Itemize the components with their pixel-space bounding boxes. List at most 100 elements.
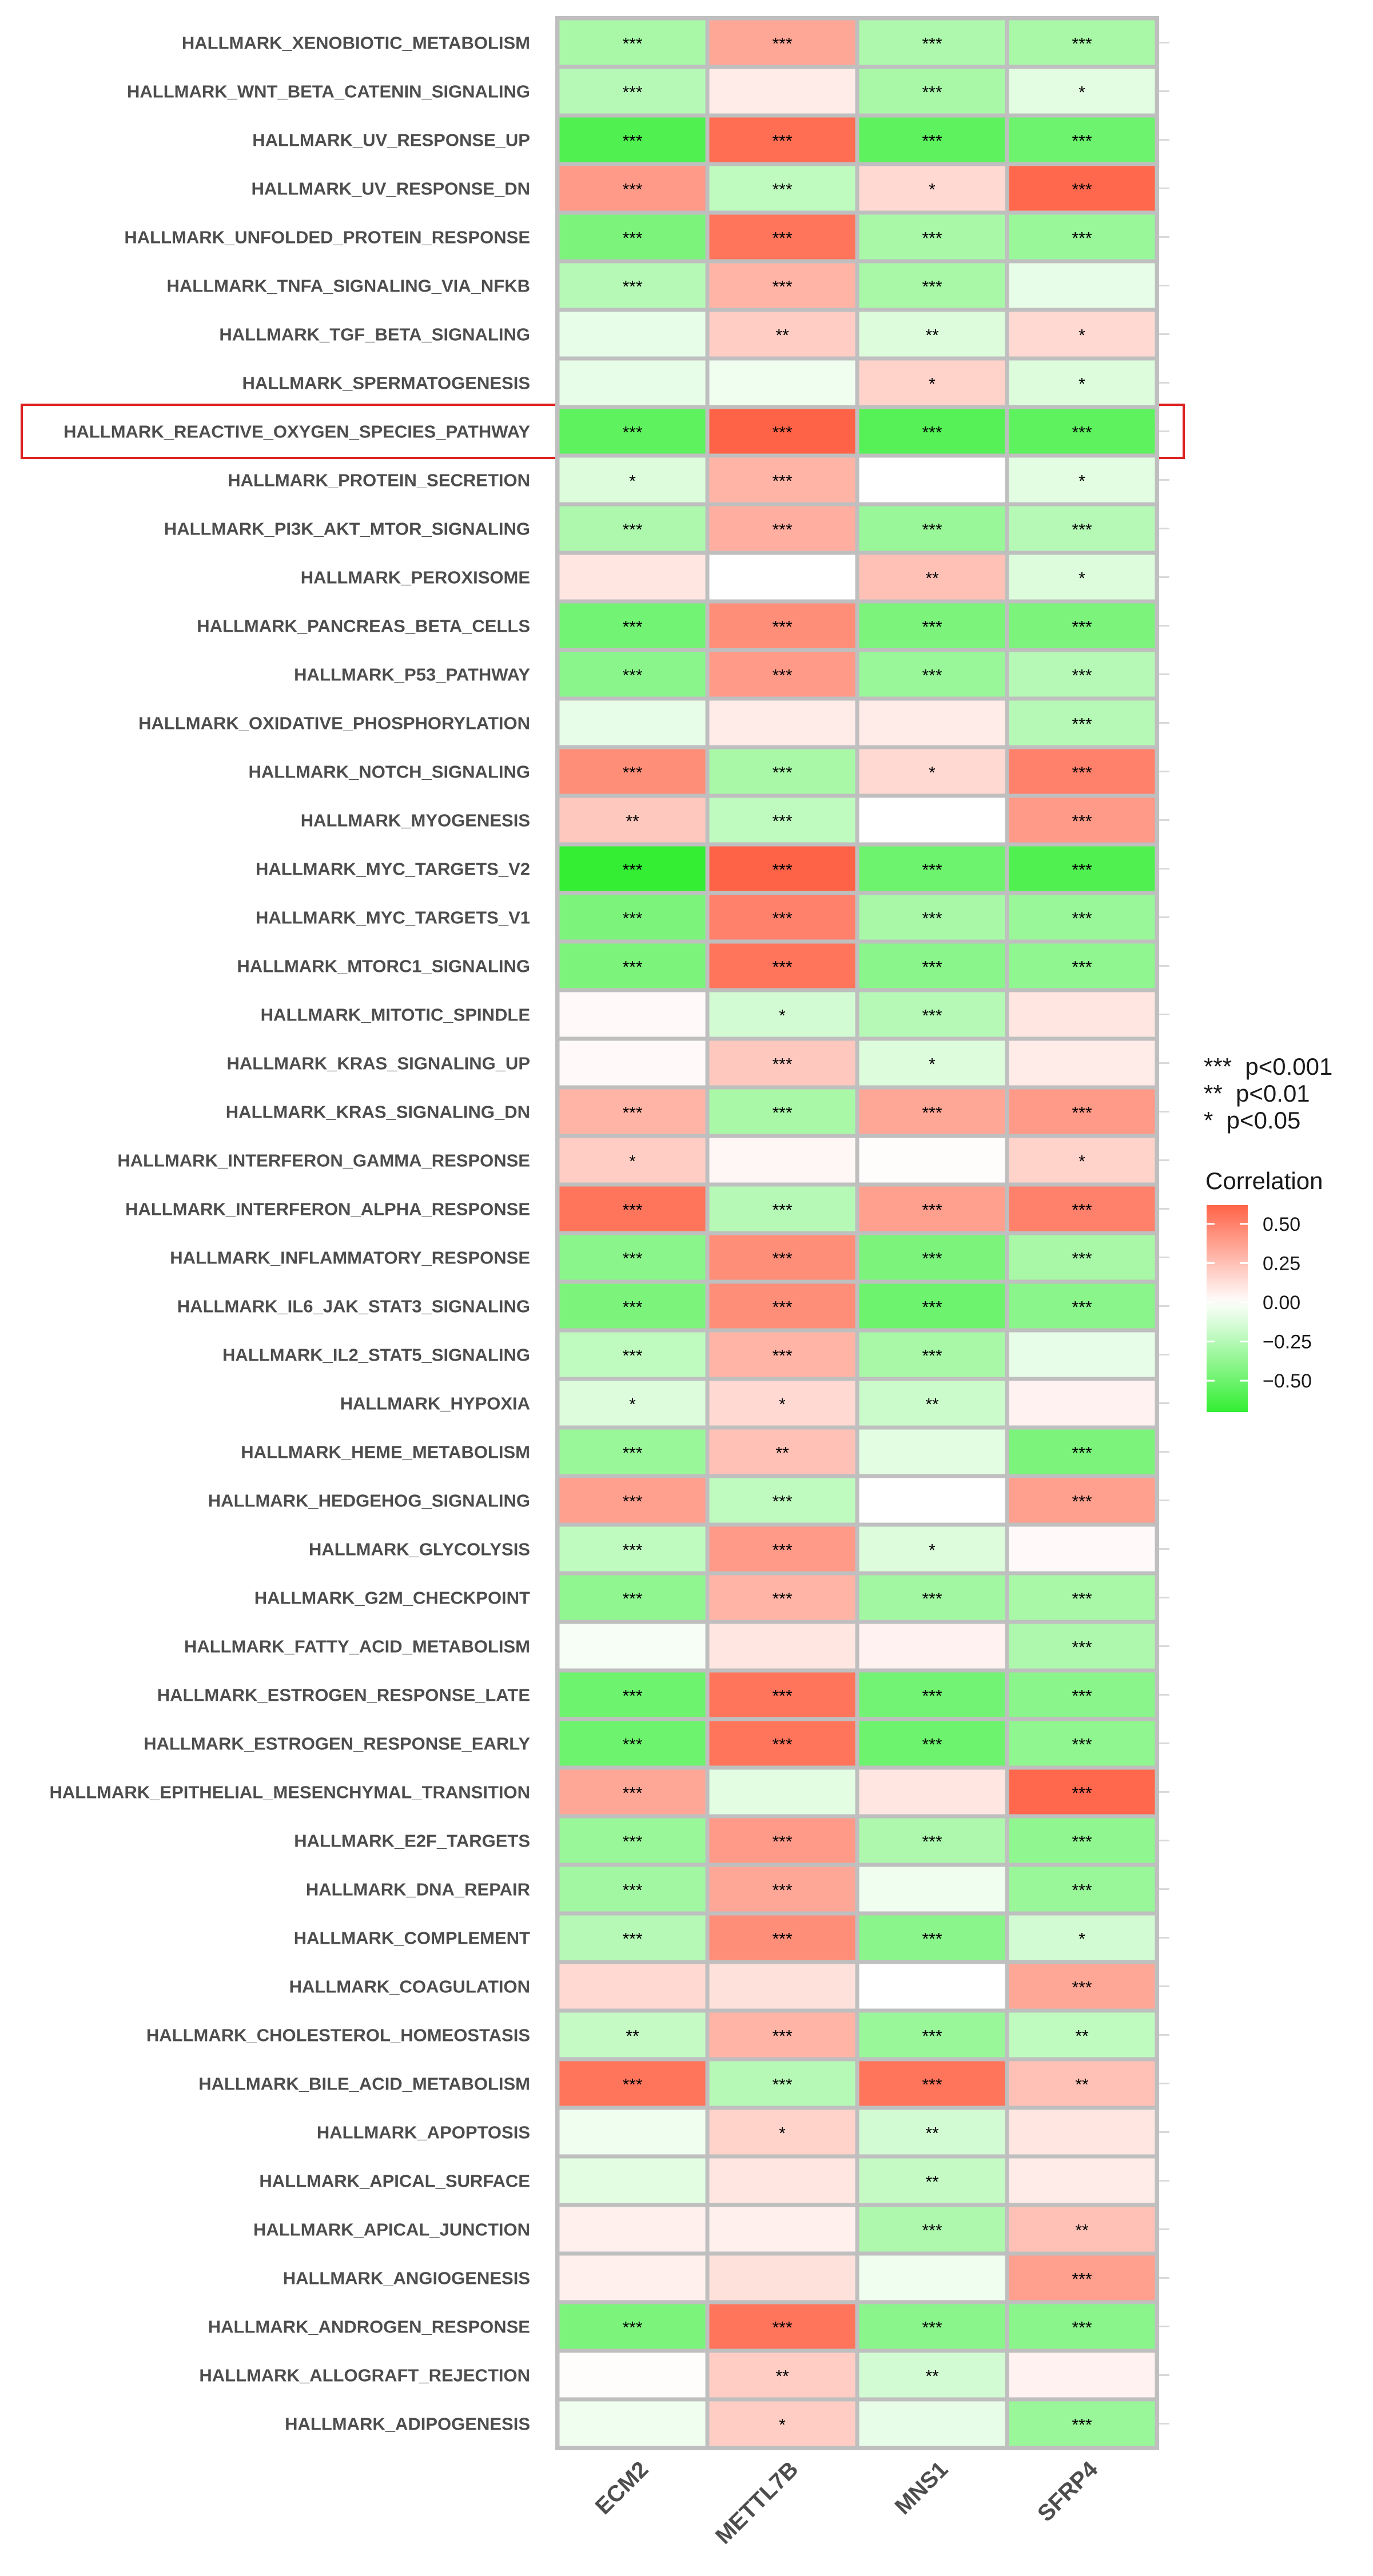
row-label: HALLMARK_ANGIOGENESIS: [283, 2268, 530, 2288]
heatmap-cell: [1005, 1085, 1159, 1138]
heatmap-cell: [555, 1620, 710, 1673]
significance-mark: ***: [1072, 1104, 1092, 1123]
significance-mark: ***: [622, 1104, 642, 1123]
heatmap-cell: [705, 599, 859, 652]
row-label: HALLMARK_MITOTIC_SPINDLE: [261, 1005, 530, 1025]
colorbar-tick-label: −0.50: [1263, 1370, 1312, 1392]
row-label: HALLMARK_TNFA_SIGNALING_VIA_NFKB: [166, 276, 530, 296]
significance-mark: ***: [772, 1881, 792, 1900]
heatmap-cell: [855, 1863, 1009, 1916]
significance-mark: ***: [772, 1250, 792, 1269]
heatmap-cell: [1005, 842, 1159, 895]
significance-mark: **: [925, 2173, 939, 2192]
significance-mark: ***: [622, 1541, 642, 1560]
significance-mark: ***: [1072, 764, 1092, 783]
significance-mark: ***: [1072, 1250, 1092, 1269]
significance-mark: ***: [772, 35, 792, 54]
row-label: HALLMARK_HYPOXIA: [340, 1394, 530, 1414]
significance-mark: *: [779, 1007, 786, 1026]
significance-mark: ***: [772, 1833, 792, 1852]
heatmap-cell: [855, 1571, 1009, 1624]
heatmap-cell: [855, 2057, 1009, 2110]
heatmap-cell: [555, 405, 710, 458]
heatmap-cell: [705, 2154, 859, 2207]
significance-legend-entry: ** p<0.01: [1204, 1080, 1310, 1107]
significance-mark: ***: [1072, 2270, 1092, 2289]
heatmap-cell: [1005, 2348, 1159, 2402]
row-label: HALLMARK_UV_RESPONSE_UP: [252, 130, 530, 150]
significance-mark: ***: [622, 1833, 642, 1852]
heatmap-cell: [1005, 1668, 1159, 1721]
significance-mark: ***: [622, 1784, 642, 1803]
significance-mark: ***: [772, 812, 792, 831]
significance-mark: ***: [1072, 1493, 1092, 1512]
heatmap-cell: [1005, 988, 1159, 1041]
heatmap-cell: [705, 1960, 859, 2013]
heatmap-cell: [555, 1279, 710, 1333]
heatmap-cell: [1005, 356, 1159, 409]
significance-mark: ***: [922, 521, 942, 540]
significance-mark: ***: [1072, 521, 1092, 540]
row-label: HALLMARK_FATTY_ACID_METABOLISM: [184, 1637, 530, 1657]
significance-mark: ***: [622, 132, 642, 151]
heatmap-cell: [1005, 16, 1159, 69]
significance-mark: **: [626, 2027, 639, 2046]
significance-mark: ***: [922, 2076, 942, 2095]
significance-mark: *: [1078, 569, 1085, 588]
row-label: HALLMARK_XENOBIOTIC_METABOLISM: [182, 33, 530, 53]
significance-mark: *: [1078, 375, 1085, 394]
significance-mark: ***: [922, 229, 942, 248]
heatmap-cell: [555, 551, 710, 604]
heatmap-cell: [555, 696, 710, 749]
heatmap-cell: [1005, 2300, 1159, 2353]
colorbar: [1207, 1205, 1248, 1412]
heatmap-cell: [855, 1134, 1009, 1187]
heatmap-cell: [555, 2106, 710, 2159]
significance-mark: ***: [772, 1055, 792, 1074]
heatmap-cell: [855, 453, 1009, 507]
row-label: HALLMARK_MTORC1_SIGNALING: [237, 956, 530, 976]
significance-mark: ***: [922, 132, 942, 151]
significance-mark: ***: [922, 35, 942, 54]
significance-mark: ***: [922, 278, 942, 297]
significance-mark: *: [1078, 1153, 1085, 1171]
significance-mark: ***: [772, 1590, 792, 1609]
significance-mark: ***: [622, 667, 642, 685]
significance-mark: ***: [772, 764, 792, 783]
heatmap-cell: [555, 65, 710, 118]
significance-mark: ***: [922, 1250, 942, 1269]
column-label: SFRP4: [1033, 2457, 1103, 2527]
row-label: HALLMARK_UNFOLDED_PROTEIN_RESPONSE: [124, 228, 530, 248]
significance-mark: ***: [1072, 910, 1092, 928]
significance-mark: ***: [922, 1104, 942, 1123]
column-label: MNS1: [890, 2457, 953, 2519]
heatmap-cell: [555, 162, 710, 215]
heatmap-cell: [1005, 1036, 1159, 1090]
significance-mark: ***: [772, 1930, 792, 1949]
significance-mark: ***: [622, 229, 642, 248]
significance-mark: ***: [1072, 958, 1092, 977]
row-label: HALLMARK_REACTIVE_OXYGEN_SPECIES_PATHWAY: [63, 422, 530, 442]
significance-mark: ***: [772, 278, 792, 297]
row-label: HALLMARK_APICAL_JUNCTION: [253, 2220, 530, 2240]
significance-mark: ***: [1072, 812, 1092, 831]
significance-mark: **: [626, 812, 639, 831]
heatmap-cell: [705, 162, 859, 215]
heatmap-cell: [855, 1425, 1009, 1478]
significance-mark: ***: [1072, 132, 1092, 151]
heatmap-cell: [1005, 1960, 1159, 2013]
significance-mark: *: [779, 2124, 786, 2143]
significance-mark: *: [629, 1395, 636, 1414]
row-label: HALLMARK_CHOLESTEROL_HOMEOSTASIS: [146, 2025, 530, 2045]
row-label: HALLMARK_NOTCH_SIGNALING: [248, 762, 530, 782]
significance-mark: *: [1078, 83, 1085, 102]
significance-mark: ***: [622, 1881, 642, 1900]
heatmap-cell: [1005, 1328, 1159, 1381]
heatmap-cell: [555, 113, 710, 166]
row-label: HALLMARK_INTERFERON_ALPHA_RESPONSE: [125, 1199, 530, 1219]
significance-mark: ***: [1072, 667, 1092, 685]
significance-mark: ***: [1072, 35, 1092, 54]
heatmap-cell: [555, 2154, 710, 2207]
heatmap-cell: [1005, 599, 1159, 652]
